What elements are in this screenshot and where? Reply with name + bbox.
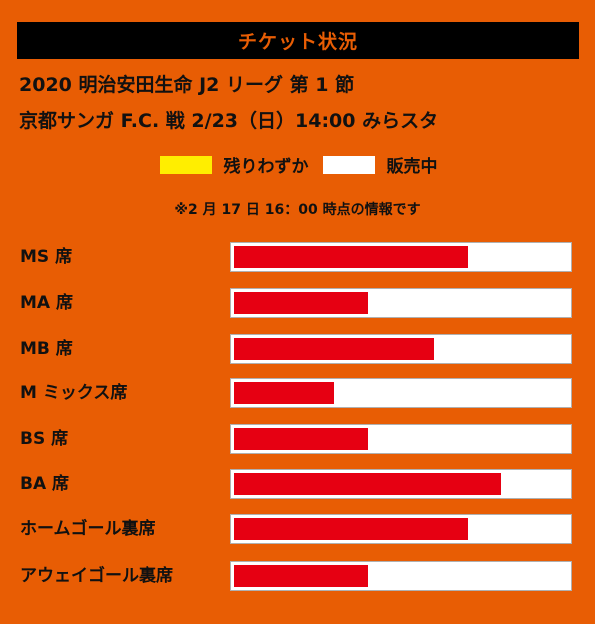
legend-item-on-sale: 販売中 bbox=[320, 152, 438, 177]
seat-bar-track bbox=[230, 334, 572, 364]
info-timestamp-note: ※2 月 17 日 16：00 時点の情報です bbox=[174, 202, 421, 218]
legend-label-few-left: 残りわずか bbox=[223, 157, 309, 177]
seat-label: BA 席 bbox=[20, 474, 70, 494]
legend-swatch-few-left bbox=[157, 153, 214, 176]
seat-row: ホームゴール裏席 bbox=[0, 512, 595, 546]
seat-bar-fill bbox=[234, 382, 334, 404]
seat-label: ホームゴール裏席 bbox=[20, 519, 156, 539]
seat-label: MS 席 bbox=[20, 247, 73, 267]
seat-bar-fill bbox=[234, 246, 468, 268]
seat-row: MS 席 bbox=[0, 240, 595, 274]
seat-row: アウェイゴール裏席 bbox=[0, 559, 595, 593]
seat-bar-track bbox=[230, 514, 572, 544]
match-title-line-2: 京都サンガ F.C. 戦 2/23（日）14:00 みらスタ bbox=[19, 110, 439, 132]
seat-label: アウェイゴール裏席 bbox=[20, 566, 173, 586]
legend-swatch-on-sale bbox=[320, 153, 377, 176]
seat-row: MB 席 bbox=[0, 332, 595, 366]
seat-label: MA 席 bbox=[20, 293, 73, 313]
legend: 残りわずか 販売中 bbox=[0, 152, 595, 177]
seat-row: BA 席 bbox=[0, 467, 595, 501]
seat-label: M ミックス席 bbox=[20, 383, 128, 403]
match-title-line-1: 2020 明治安田生命 J2 リーグ 第 1 節 bbox=[19, 74, 355, 96]
seat-bar-track bbox=[230, 242, 572, 272]
seat-row: BS 席 bbox=[0, 422, 595, 456]
seat-label: BS 席 bbox=[20, 429, 69, 449]
seat-label: MB 席 bbox=[20, 339, 73, 359]
seat-bar-track bbox=[230, 378, 572, 408]
page-title: チケット状況 bbox=[237, 31, 358, 53]
seat-bar-track bbox=[230, 424, 572, 454]
seat-bar-fill bbox=[234, 565, 368, 587]
seat-bar-track bbox=[230, 469, 572, 499]
seat-bar-fill bbox=[234, 473, 501, 495]
legend-label-on-sale: 販売中 bbox=[386, 157, 438, 177]
seat-bar-fill bbox=[234, 292, 368, 314]
seat-bar-track bbox=[230, 288, 572, 318]
seat-bar-fill bbox=[234, 428, 368, 450]
legend-item-few-left: 残りわずか bbox=[157, 152, 309, 177]
seat-row: MA 席 bbox=[0, 286, 595, 320]
header-bar: チケット状況 bbox=[17, 22, 579, 59]
seat-bar-fill bbox=[234, 338, 434, 360]
seat-bar-track bbox=[230, 561, 572, 591]
seat-bar-fill bbox=[234, 518, 468, 540]
seat-row: M ミックス席 bbox=[0, 376, 595, 410]
